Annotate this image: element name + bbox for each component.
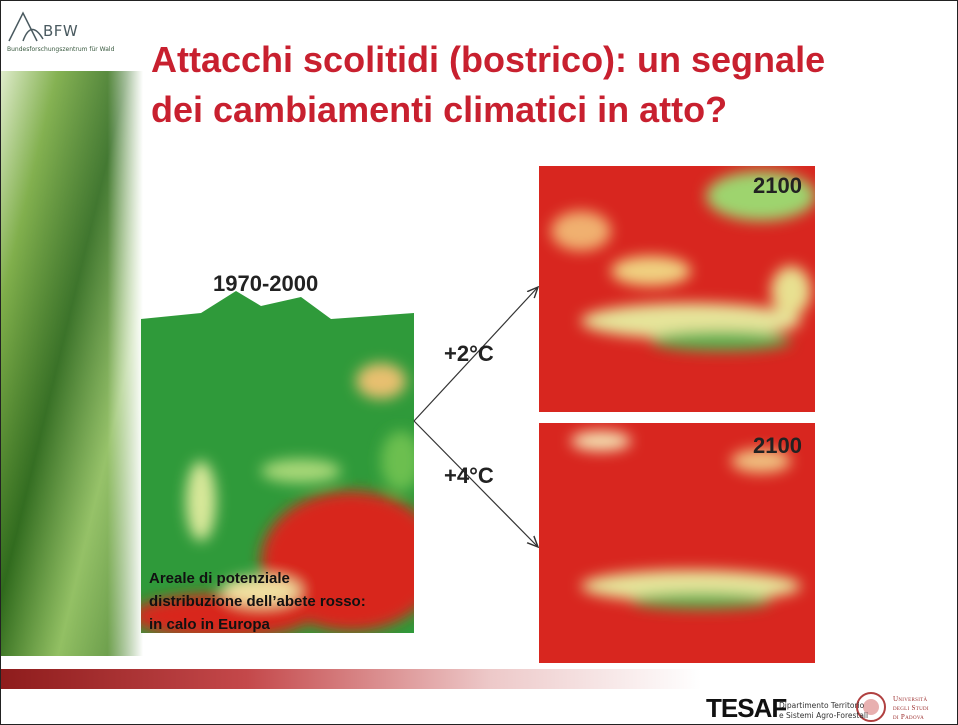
arrow	[413, 287, 538, 422]
caption: Areale di potenziale distribuzione dell’…	[149, 567, 366, 636]
logo-name: BFW	[43, 22, 79, 40]
title-line: Attacchi scolitidi (bostrico): un segnal…	[151, 39, 826, 80]
footer-bar	[1, 669, 701, 689]
logo-subtitle: Bundesforschungszentrum für Wald	[7, 46, 115, 53]
caption-line: Areale di potenziale	[149, 570, 290, 587]
map-label: 1970-2000	[213, 271, 319, 296]
tesaf-logo: TESAF	[706, 693, 787, 723]
map-1970-2000	[141, 291, 414, 633]
slide-title: Attacchi scolitidi (bostrico): un segnal…	[151, 35, 951, 135]
bfw-mark	[22, 28, 44, 42]
map-2100-plus4	[539, 423, 815, 663]
map-label: 2100	[753, 433, 802, 458]
caption-line: in calo in Europa	[149, 616, 270, 633]
scenario-label: +4°C	[444, 463, 494, 488]
tesaf-subtitle: e Sistemi Agro-Forestali	[779, 711, 869, 720]
bfw-mark	[8, 11, 38, 42]
strip-fade	[1, 71, 143, 656]
padova-seal	[863, 699, 879, 715]
university-name: degli Studi	[893, 704, 929, 712]
title-line: dei cambiamenti climatici in atto?	[151, 89, 728, 130]
scenario-label: +2°C	[444, 341, 494, 366]
map-2100-plus2	[539, 166, 815, 412]
map-label: 2100	[753, 173, 802, 198]
university-name: di Padova	[893, 713, 925, 721]
caption-line: distribuzione dell’abete rosso:	[149, 593, 366, 610]
university-name: Università	[893, 695, 928, 703]
padova-seal	[856, 692, 886, 722]
tesaf-subtitle: Dipartimento Territorio	[779, 701, 865, 710]
arrow	[413, 420, 538, 547]
